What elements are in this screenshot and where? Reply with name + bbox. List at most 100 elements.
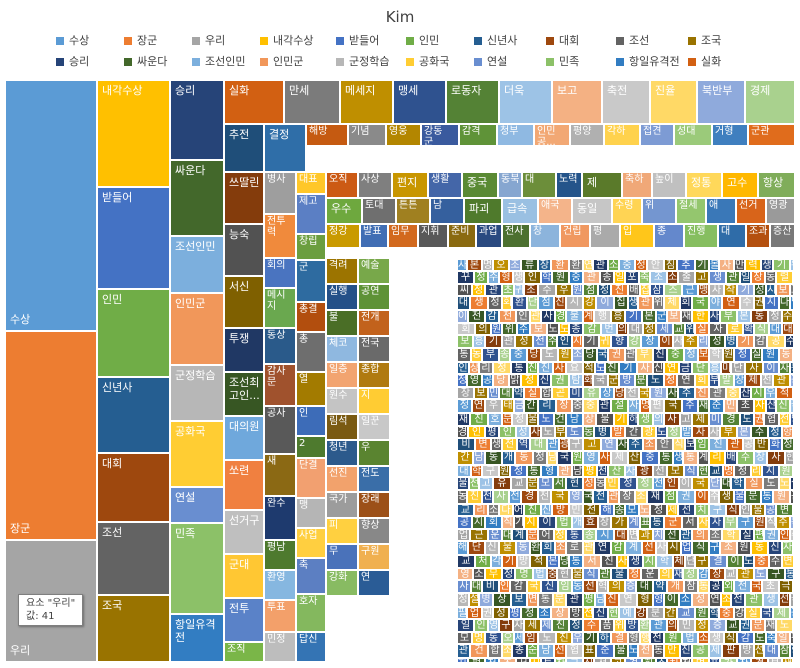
mosaic-tile[interactable]: 통	[457, 348, 471, 362]
mosaic-tile[interactable]: 명	[640, 399, 650, 413]
treemap-tile[interactable]: 싸운다	[170, 160, 224, 236]
mosaic-tile[interactable]: 모	[538, 477, 553, 490]
treemap-tile[interactable]: 대표	[296, 172, 326, 194]
mosaic-tile[interactable]: 주	[776, 516, 790, 529]
treemap-tile[interactable]: 인민 공...	[534, 124, 570, 146]
mosaic-tile[interactable]: 다	[499, 504, 513, 516]
mosaic-tile[interactable]: 본	[768, 658, 782, 662]
treemap-tile[interactable]: 병사	[264, 172, 296, 214]
mosaic-tile[interactable]: 도	[740, 413, 754, 426]
mosaic-tile[interactable]: 구	[569, 438, 583, 451]
treemap-tile[interactable]: 회의	[264, 258, 296, 288]
mosaic-tile[interactable]: 점	[538, 296, 554, 310]
treemap-tile[interactable]: 중국	[462, 172, 498, 198]
mosaic-tile[interactable]: 정	[619, 477, 637, 490]
mosaic-tile[interactable]: 원	[572, 284, 583, 296]
mosaic-tile[interactable]: 한	[692, 310, 709, 323]
mosaic-tile[interactable]: 농	[457, 490, 467, 504]
treemap-tile[interactable]: 공사	[264, 406, 296, 454]
mosaic-tile[interactable]: 경	[555, 310, 566, 323]
mosaic-tile[interactable]: 통	[790, 362, 794, 374]
mosaic-tile[interactable]: 해	[600, 504, 614, 516]
mosaic-tile[interactable]: 개	[502, 451, 515, 465]
mosaic-tile[interactable]: 보	[667, 310, 681, 323]
mosaic-tile[interactable]: 남	[572, 465, 583, 477]
mosaic-tile[interactable]: 원	[754, 516, 766, 529]
mosaic-tile[interactable]: 평	[583, 593, 595, 607]
mosaic-tile[interactable]: 제	[745, 374, 761, 387]
mosaic-tile[interactable]: 약	[653, 580, 667, 593]
mosaic-tile[interactable]: 회	[502, 296, 512, 310]
mosaic-tile[interactable]: 법	[556, 516, 572, 529]
mosaic-tile[interactable]: 오	[502, 632, 514, 644]
mosaic-tile[interactable]: 계	[698, 451, 709, 465]
mosaic-tile[interactable]: 행	[640, 632, 650, 644]
mosaic-tile[interactable]: 의	[659, 568, 673, 580]
mosaic-tile[interactable]: 근	[470, 529, 488, 541]
treemap-tile[interactable]: 쏘련	[224, 460, 264, 510]
mosaic-tile[interactable]: 제	[667, 504, 678, 516]
mosaic-tile[interactable]: 표	[709, 658, 720, 662]
mosaic-tile[interactable]: 권	[677, 490, 695, 504]
mosaic-tile[interactable]: 진	[554, 296, 566, 310]
mosaic-tile[interactable]: 인	[516, 310, 530, 323]
mosaic-tile[interactable]: 이	[538, 516, 556, 529]
mosaic-tile[interactable]: 선	[779, 593, 790, 607]
mosaic-tile[interactable]: 강	[583, 296, 596, 310]
mosaic-tile[interactable]: 정	[650, 504, 667, 516]
mosaic-tile[interactable]: 세	[524, 619, 541, 632]
mosaic-tile[interactable]: 일	[740, 271, 751, 284]
mosaic-tile[interactable]: 상	[551, 607, 569, 619]
mosaic-tile[interactable]: 경	[625, 658, 642, 662]
mosaic-tile[interactable]: 관	[727, 438, 743, 451]
mosaic-tile[interactable]: 품	[600, 619, 614, 632]
mosaic-tile[interactable]: 인	[474, 619, 488, 632]
mosaic-tile[interactable]: 인	[499, 580, 510, 593]
mosaic-tile[interactable]: 무	[724, 516, 737, 529]
treemap-tile[interactable]: 공화국	[170, 421, 224, 487]
mosaic-tile[interactable]: 제	[541, 619, 552, 632]
mosaic-tile[interactable]: 선	[653, 465, 667, 477]
treemap-tile[interactable]: 거형	[712, 124, 748, 146]
mosaic-tile[interactable]: 일	[614, 271, 625, 284]
mosaic-tile[interactable]: 민	[724, 399, 737, 413]
mosaic-tile[interactable]: 정	[695, 619, 709, 632]
mosaic-tile[interactable]: 국	[790, 399, 794, 413]
mosaic-tile[interactable]: 방	[517, 555, 530, 568]
mosaic-tile[interactable]: 선	[583, 580, 597, 593]
mosaic-tile[interactable]: 재	[457, 413, 470, 426]
treemap-tile[interactable]: 선거	[736, 198, 766, 224]
mosaic-tile[interactable]: 공	[457, 516, 472, 529]
mosaic-tile[interactable]: 유	[583, 387, 600, 399]
mosaic-tile[interactable]: 연	[594, 541, 611, 555]
mosaic-tile[interactable]: 국	[692, 296, 709, 310]
mosaic-tile[interactable]: 면	[692, 658, 709, 662]
mosaic-tile[interactable]: 보	[776, 284, 790, 296]
mosaic-tile[interactable]: 원	[572, 451, 583, 465]
mosaic-tile[interactable]: 동	[485, 451, 502, 465]
mosaic-tile[interactable]: 화	[769, 438, 782, 451]
mosaic-tile[interactable]: 물	[596, 413, 614, 426]
treemap-tile[interactable]: 영웅	[386, 124, 421, 146]
mosaic-tile[interactable]: 가	[611, 516, 628, 529]
mosaic-tile[interactable]: 세	[514, 632, 524, 644]
mosaic-tile[interactable]: 정	[768, 426, 782, 438]
mosaic-tile[interactable]: 관	[737, 568, 754, 580]
mosaic-tile[interactable]: 력	[745, 259, 761, 271]
mosaic-tile[interactable]: 모	[457, 632, 472, 644]
mosaic-tile[interactable]: 단	[685, 555, 695, 568]
mosaic-tile[interactable]: 진	[601, 555, 617, 568]
mosaic-tile[interactable]: 물	[611, 568, 628, 580]
mosaic-tile[interactable]: 진	[524, 504, 541, 516]
mosaic-tile[interactable]: 이	[659, 335, 673, 348]
mosaic-tile[interactable]: 천	[761, 374, 773, 387]
mosaic-tile[interactable]: 인	[664, 477, 679, 490]
mosaic-tile[interactable]: 도	[559, 323, 569, 335]
mosaic-tile[interactable]: 학	[656, 555, 673, 568]
treemap-tile[interactable]: 위	[642, 198, 676, 224]
mosaic-tile[interactable]: 관	[583, 271, 600, 284]
mosaic-tile[interactable]: 미	[721, 362, 731, 374]
mosaic-tile[interactable]: 단	[709, 477, 721, 490]
mosaic-tile[interactable]: 군	[664, 516, 682, 529]
mosaic-tile[interactable]: 노	[628, 644, 638, 658]
